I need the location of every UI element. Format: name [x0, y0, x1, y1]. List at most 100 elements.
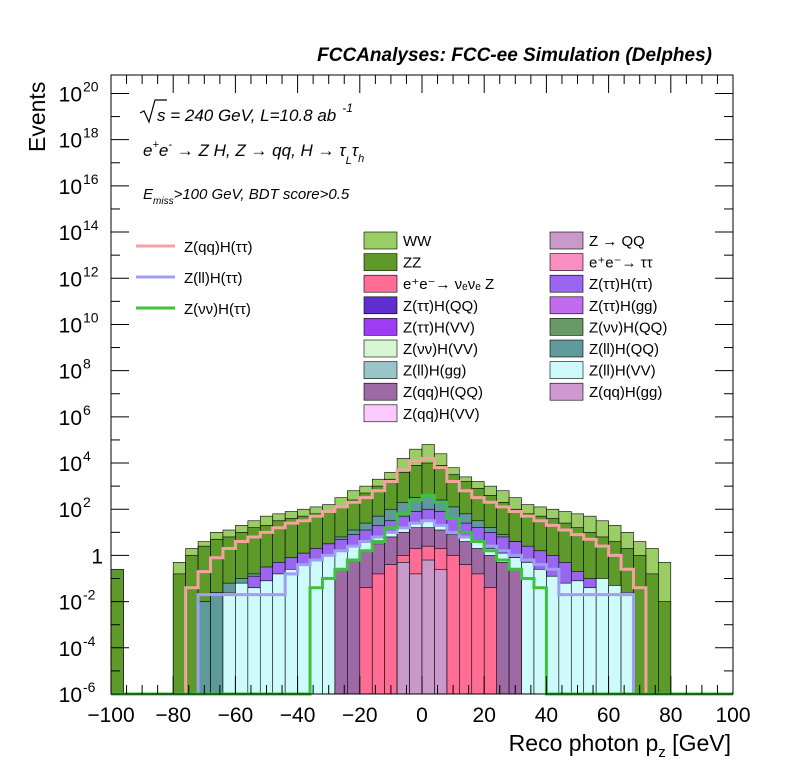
y-tick-base: 10 [59, 453, 82, 476]
bar-6-22 [384, 564, 398, 695]
legend-fill-swatch [363, 231, 398, 250]
bar-4-33 [521, 562, 535, 695]
bar-6-29 [471, 573, 485, 695]
annotation-cut-e: E [143, 186, 154, 203]
y-tick-label: 10 [59, 314, 82, 337]
legend-fill-label: Z(qq)H(VV) [403, 406, 480, 423]
legend-fill-label: Z(qq)H(QQ) [403, 384, 483, 401]
y-tick-base: 10 [59, 499, 82, 522]
y-tick-base: 10 [59, 176, 82, 199]
annotation-process-tau: τ [352, 141, 360, 160]
annotation-process-c: → Z H, Z → qq, H → τ [172, 141, 347, 160]
series-line-1 [111, 519, 733, 696]
legend-fill-label: Z(qq)H(gg) [589, 384, 662, 401]
y-tick-label: 1 [91, 545, 103, 568]
y-tick-base: 10 [59, 361, 82, 384]
y-tick-exp: -6 [83, 679, 96, 695]
legend-fill-swatch [363, 274, 398, 293]
y-tick-label: 10 [59, 84, 82, 107]
sqrt-sign-icon [139, 99, 167, 124]
legend-fill-swatch [549, 253, 584, 271]
x-axis-label-main: Reco photon p [509, 730, 659, 756]
y-tick-base: 10 [59, 592, 82, 615]
legend-fill-label: Z(νν)H(VV) [403, 341, 478, 358]
bar-4-38 [583, 587, 597, 695]
x-tick-label: −40 [280, 704, 316, 727]
y-tick-base: 10 [59, 130, 82, 153]
legend-fill-swatch [549, 274, 584, 293]
bar-4-11 [247, 587, 261, 695]
annotation-process-sub2: h [358, 153, 364, 165]
y-tick-base: 10 [59, 222, 82, 245]
annotation-cut-sub: miss [153, 196, 174, 207]
x-tick-label: −80 [155, 704, 191, 727]
annotation-energy: s = 240 GeV, L=10.8 ab -1 [139, 99, 353, 125]
x-axis-label: Reco photon pz [GeV] [509, 730, 731, 761]
bar-5-18 [334, 568, 348, 695]
y-tick-exp: 18 [83, 125, 99, 141]
x-tick-label: 60 [597, 704, 620, 727]
legend-fill-swatch [549, 296, 584, 315]
y-axis-label: Events [24, 82, 50, 152]
annotation-cut-rest: >100 GeV, BDT score>0.5 [174, 186, 350, 203]
annotation-process-a: e [143, 141, 152, 160]
y-tick-label: 10 [59, 222, 82, 245]
legend-fill-label: Z(νν)H(QQ) [589, 319, 667, 336]
x-axis: −100 −80 −60 −40 −20 0 20 40 60 80 100 [87, 75, 751, 727]
legend-fill-label: WW [403, 233, 432, 250]
x-axis-label-sub: z [658, 744, 666, 761]
legend-fill-label: Z(ll)H(gg) [403, 363, 466, 380]
legend-fill-swatch [549, 361, 584, 379]
bar-4-35 [546, 575, 560, 695]
bar-4-17 [322, 555, 336, 695]
legend-fill-swatch [363, 253, 398, 271]
legend-fill-label: e⁺e⁻→ νₑνₑ Z [403, 276, 494, 293]
svg-text:s = 240 GeV, L=10.8 ab-1: s = 240 GeV, L=10.8 ab -1 [157, 101, 353, 125]
y-tick-label: 10 [59, 684, 82, 707]
y-tick-exp: 12 [83, 263, 99, 279]
legend-fill-swatch [363, 296, 398, 315]
annotation-cut: Emiss>100 GeV, BDT score>0.5 [143, 186, 350, 207]
annotation-process-sub1: L [346, 155, 352, 167]
bar-7-25 [421, 559, 435, 695]
x-tick-label: 20 [473, 704, 496, 727]
legend-fill-swatch [549, 382, 584, 401]
series-line-0 [111, 456, 733, 696]
bar-1-5 [172, 573, 186, 695]
bar-4-10 [235, 582, 249, 695]
legend-fill-label: Z(ττ)H(VV) [403, 319, 475, 336]
y-tick-label: 10 [59, 130, 82, 153]
x-axis-label-unit: [GeV] [666, 730, 731, 756]
legend-fill-label: Z(ll)H(VV) [589, 363, 656, 380]
y-tick-label: 10 [59, 499, 82, 522]
y-tick-exp: 16 [83, 171, 99, 187]
bar-7-23 [396, 562, 410, 695]
legend-fill-swatch [363, 339, 398, 358]
legend: Z(qq)H(ττ) Z(ll)H(ττ) Z(νν)H(ττ) WW ZZ e⁺e⁻→ … [136, 231, 667, 423]
y-tick-exp: 8 [83, 356, 91, 372]
legend-line-label: Z(νν)H(ττ) [184, 301, 251, 318]
x-tick-label: 0 [416, 704, 428, 727]
y-tick-base: 10 [59, 268, 82, 291]
bar-4-9 [222, 592, 236, 695]
bar-4-13 [272, 573, 286, 695]
legend-fill-label: Z(ττ)H(QQ) [403, 298, 478, 315]
x-tick-label: 40 [535, 704, 558, 727]
y-tick-exp: 2 [83, 494, 91, 510]
y-tick-base: 10 [59, 684, 82, 707]
y-tick-label: 10 [59, 592, 82, 615]
legend-fill-label: ZZ [403, 255, 421, 272]
bar-5-32 [508, 568, 522, 695]
legend-line-label: Z(ll)H(ττ) [184, 270, 243, 287]
annotation-energy-exp: -1 [342, 101, 353, 115]
annotation-energy-s: s [157, 106, 166, 125]
legend-fill-swatch [549, 231, 584, 250]
legend-fill-swatch [363, 382, 398, 401]
bar-2-8 [210, 592, 224, 695]
annotation-process-minus: - [168, 139, 172, 151]
bar-4-14 [284, 568, 298, 695]
bar-4-16 [309, 559, 323, 695]
legend-fill-label: Z(ττ)H(gg) [589, 298, 658, 315]
